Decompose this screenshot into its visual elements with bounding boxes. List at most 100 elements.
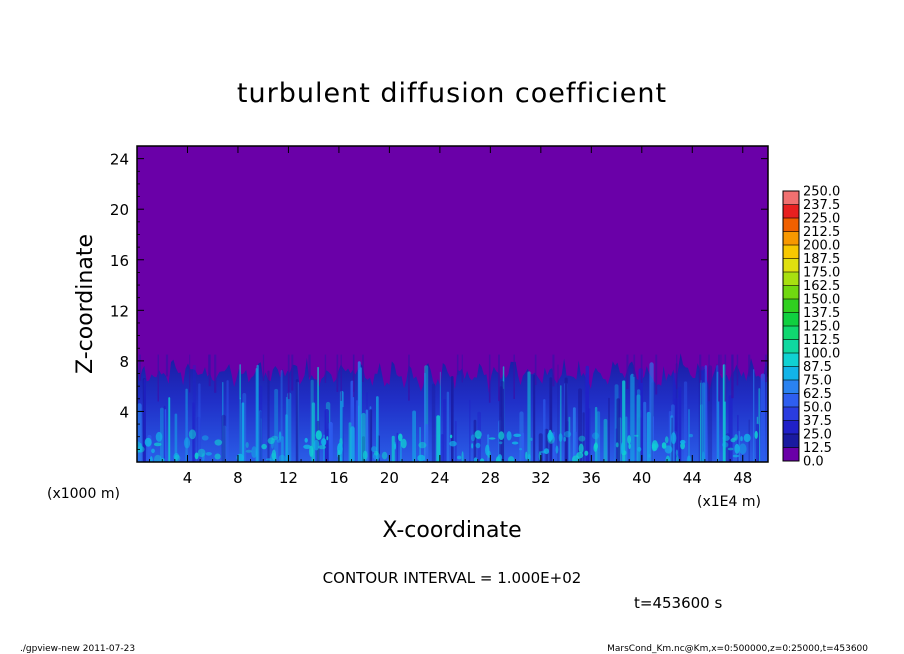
colorbar-label: 100.0 <box>803 347 840 362</box>
plume-streak <box>324 409 329 462</box>
plume-streak <box>376 396 379 462</box>
plume-streak <box>164 409 167 462</box>
surface-speckle <box>160 458 165 461</box>
layer-gap <box>308 354 311 378</box>
surface-speckle <box>558 433 563 442</box>
surface-speckle <box>620 442 624 454</box>
surface-speckle <box>564 431 572 438</box>
layer-gap <box>736 354 739 386</box>
plume-streak <box>425 424 429 462</box>
surface-speckle <box>362 450 368 460</box>
x-axis-label: X-coordinate <box>382 518 521 543</box>
y-unit-label: (x1000 m) <box>47 486 120 502</box>
surface-speckle <box>174 454 181 462</box>
colorbar-label: 137.5 <box>803 306 840 321</box>
plume-streak <box>369 409 373 462</box>
plume-streak <box>361 412 366 462</box>
surface-speckle <box>722 435 730 441</box>
plume-streak <box>412 410 416 462</box>
plume-streak <box>396 432 399 462</box>
plume-streak <box>431 383 436 462</box>
plume-streak <box>185 409 189 462</box>
colorbar-segment <box>783 258 799 273</box>
plume-streak <box>625 416 628 462</box>
layer-gap <box>157 354 159 402</box>
colorbar-label: 237.5 <box>803 198 840 213</box>
colorbar-label: 112.5 <box>803 333 840 348</box>
colorbar-label: 225.0 <box>803 212 840 227</box>
plume-streak <box>549 377 553 462</box>
plume-streak <box>258 385 263 462</box>
surface-speckle <box>470 434 476 442</box>
plume-streak <box>756 423 759 462</box>
plume-streak <box>285 414 288 462</box>
y-tick-label: 20 <box>110 201 129 219</box>
surface-speckle <box>471 443 474 449</box>
plume-streak <box>469 399 471 462</box>
plume-streak <box>637 389 641 462</box>
surface-speckle <box>497 454 502 462</box>
layer-gap <box>633 354 636 377</box>
layer-gap <box>748 354 751 377</box>
surface-speckle <box>151 448 155 454</box>
surface-speckle <box>555 445 559 454</box>
plume-streak <box>568 431 571 462</box>
layer-gap <box>552 354 555 387</box>
surface-speckle <box>739 443 747 455</box>
plume-streak <box>521 432 525 462</box>
plume-streak <box>436 415 441 462</box>
surface-speckle <box>730 438 736 443</box>
surface-speckle <box>337 449 341 459</box>
colorbar-segment <box>783 326 799 340</box>
surface-speckle <box>267 437 275 445</box>
surface-speckle <box>732 437 737 440</box>
plume-streak <box>260 411 262 462</box>
surface-speckle <box>664 445 673 454</box>
x-tick-label: 24 <box>430 469 449 487</box>
surface-speckle <box>326 436 329 441</box>
colorbar-label: 12.5 <box>803 441 832 456</box>
plume-streak <box>527 371 531 462</box>
surface-speckle <box>488 437 496 440</box>
colorbar-label: 87.5 <box>803 360 832 375</box>
surface-speckle <box>665 455 671 462</box>
colorbar-segment <box>783 245 799 259</box>
plume-streak <box>683 381 688 462</box>
x-tick-label: 12 <box>279 469 298 487</box>
layer-gap <box>352 354 355 398</box>
plume-streak <box>649 362 654 462</box>
plume-streak <box>560 385 562 462</box>
turbulence-field <box>137 353 768 462</box>
y-tick-label: 8 <box>119 353 129 371</box>
surface-speckle <box>732 454 740 458</box>
surface-speckle <box>313 439 320 451</box>
plume-streak <box>357 405 360 462</box>
colorbar-segment <box>783 393 799 408</box>
surface-speckle <box>511 441 519 445</box>
plume-streak <box>702 382 706 462</box>
plume-streak <box>533 374 536 462</box>
x-tick-label: 16 <box>329 469 348 487</box>
surface-speckle <box>214 453 221 460</box>
plume-streak <box>328 421 333 462</box>
plume-streak <box>241 402 245 462</box>
surface-speckle <box>686 455 691 462</box>
plume-streak <box>553 431 555 462</box>
x-tick-label: 4 <box>183 469 193 487</box>
plume-streak <box>557 364 559 462</box>
plume-streak <box>596 411 601 462</box>
colorbar-label: 25.0 <box>803 428 832 443</box>
surface-speckle <box>278 454 286 462</box>
surface-speckle <box>734 434 738 441</box>
surface-speckle <box>628 443 631 450</box>
surface-speckle <box>309 445 314 457</box>
surface-speckle <box>525 451 528 460</box>
surface-speckle <box>188 429 196 440</box>
layer-gap <box>138 354 141 381</box>
colorbar-segment <box>783 366 799 381</box>
y-tick-label: 4 <box>119 403 129 421</box>
colorbar-label: 200.0 <box>803 239 840 254</box>
colorbar-label: 125.0 <box>803 320 840 335</box>
surface-speckle <box>648 453 651 458</box>
